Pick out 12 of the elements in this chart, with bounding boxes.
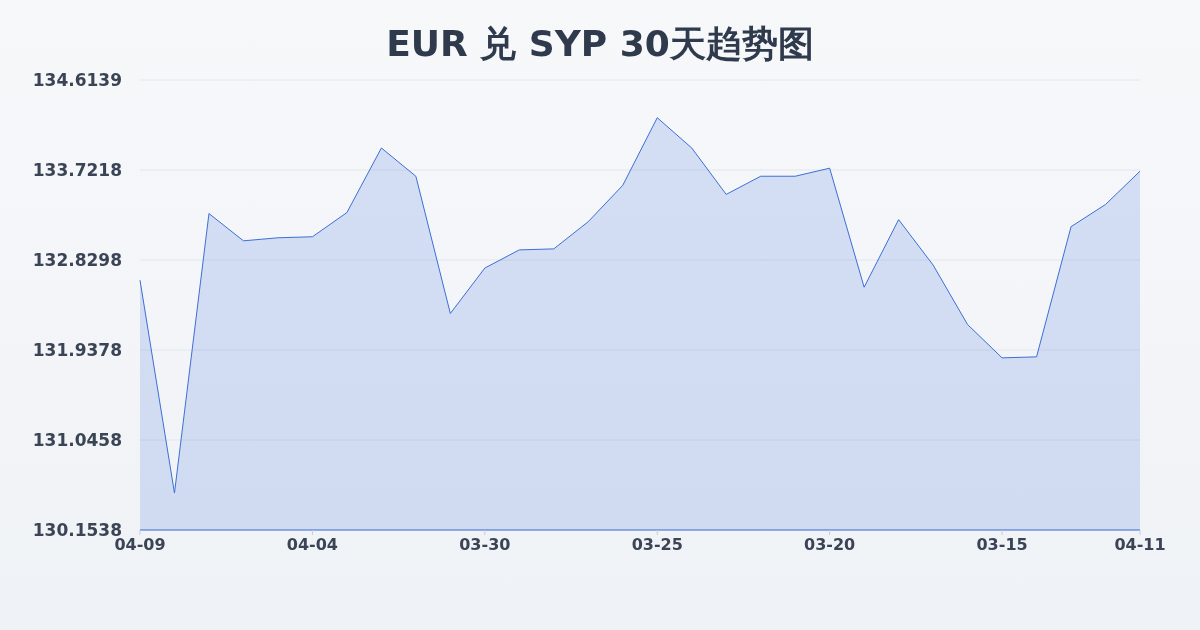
- x-tick-label: 03-25: [631, 535, 683, 555]
- x-tick-label: 04-11: [1114, 535, 1166, 555]
- y-tick-label: 134.6139: [32, 70, 122, 91]
- x-tick-label: 03-20: [804, 535, 856, 555]
- y-tick-label: 133.7218: [32, 160, 122, 181]
- y-tick-label: 131.0458: [32, 430, 122, 451]
- chart-title: EUR 兑 SYP 30天趋势图: [385, 22, 815, 66]
- y-tick-label: 132.8298: [32, 250, 122, 271]
- x-tick-label: 03-15: [976, 535, 1028, 555]
- y-tick-label: 131.9378: [32, 340, 122, 361]
- x-tick-label: 04-04: [286, 535, 338, 555]
- x-tick-label: 03-30: [459, 535, 511, 555]
